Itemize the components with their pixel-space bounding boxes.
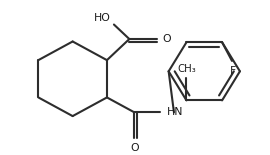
Text: F: F bbox=[230, 66, 236, 76]
Text: HO: HO bbox=[94, 13, 111, 23]
Text: O: O bbox=[130, 143, 139, 153]
Text: O: O bbox=[162, 34, 171, 44]
Text: CH₃: CH₃ bbox=[177, 64, 196, 74]
Text: HN: HN bbox=[167, 107, 184, 117]
